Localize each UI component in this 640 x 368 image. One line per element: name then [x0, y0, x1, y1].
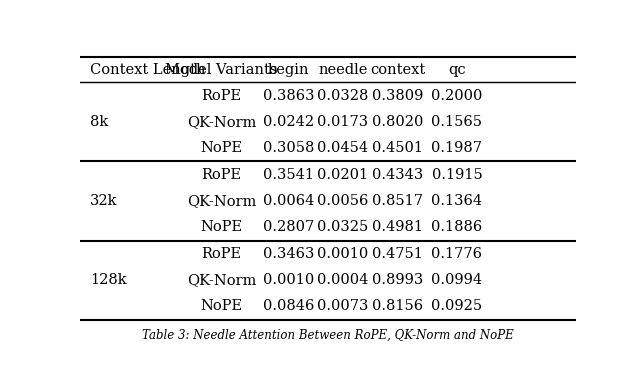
Text: 0.3809: 0.3809	[372, 89, 423, 103]
Text: 0.2807: 0.2807	[262, 220, 314, 234]
Text: 0.0064: 0.0064	[262, 194, 314, 208]
Text: 0.8517: 0.8517	[372, 194, 423, 208]
Text: RoPE: RoPE	[202, 168, 241, 182]
Text: 0.4751: 0.4751	[372, 247, 423, 261]
Text: 0.0325: 0.0325	[317, 220, 369, 234]
Text: 0.4501: 0.4501	[372, 141, 423, 155]
Text: begin: begin	[268, 63, 309, 77]
Text: 0.1364: 0.1364	[431, 194, 483, 208]
Text: 0.0328: 0.0328	[317, 89, 369, 103]
Text: Context Length: Context Length	[90, 63, 205, 77]
Text: 128k: 128k	[90, 273, 127, 287]
Text: 0.0173: 0.0173	[317, 115, 369, 129]
Text: 0.0846: 0.0846	[262, 300, 314, 314]
Text: 0.0010: 0.0010	[262, 273, 314, 287]
Text: 0.0004: 0.0004	[317, 273, 369, 287]
Text: 8k: 8k	[90, 115, 108, 129]
Text: 0.3463: 0.3463	[262, 247, 314, 261]
Text: 0.4343: 0.4343	[372, 168, 423, 182]
Text: 0.0994: 0.0994	[431, 273, 483, 287]
Text: 0.3863: 0.3863	[262, 89, 314, 103]
Text: RoPE: RoPE	[202, 89, 241, 103]
Text: 0.3541: 0.3541	[263, 168, 314, 182]
Text: 0.0454: 0.0454	[317, 141, 369, 155]
Text: 0.0010: 0.0010	[317, 247, 369, 261]
Text: Model Variants: Model Variants	[165, 63, 278, 77]
Text: 32k: 32k	[90, 194, 117, 208]
Text: qc: qc	[448, 63, 466, 77]
Text: 0.8020: 0.8020	[372, 115, 423, 129]
Text: 0.0073: 0.0073	[317, 300, 369, 314]
Text: 0.0201: 0.0201	[317, 168, 369, 182]
Text: 0.1776: 0.1776	[431, 247, 483, 261]
Text: 0.3058: 0.3058	[262, 141, 314, 155]
Text: NoPE: NoPE	[200, 220, 243, 234]
Text: 0.8156: 0.8156	[372, 300, 423, 314]
Text: QK-Norm: QK-Norm	[187, 273, 256, 287]
Text: Table 3: Needle Attention Between RoPE, QK-Norm and NoPE: Table 3: Needle Attention Between RoPE, …	[142, 329, 514, 342]
Text: 0.1886: 0.1886	[431, 220, 483, 234]
Text: 0.1915: 0.1915	[431, 168, 483, 182]
Text: 0.0925: 0.0925	[431, 300, 483, 314]
Text: 0.1987: 0.1987	[431, 141, 483, 155]
Text: 0.0056: 0.0056	[317, 194, 369, 208]
Text: QK-Norm: QK-Norm	[187, 194, 256, 208]
Text: NoPE: NoPE	[200, 141, 243, 155]
Text: context: context	[370, 63, 425, 77]
Text: QK-Norm: QK-Norm	[187, 115, 256, 129]
Text: NoPE: NoPE	[200, 300, 243, 314]
Text: 0.1565: 0.1565	[431, 115, 483, 129]
Text: 0.8993: 0.8993	[372, 273, 423, 287]
Text: 0.0242: 0.0242	[263, 115, 314, 129]
Text: RoPE: RoPE	[202, 247, 241, 261]
Text: 0.2000: 0.2000	[431, 89, 483, 103]
Text: 0.4981: 0.4981	[372, 220, 423, 234]
Text: needle: needle	[318, 63, 367, 77]
